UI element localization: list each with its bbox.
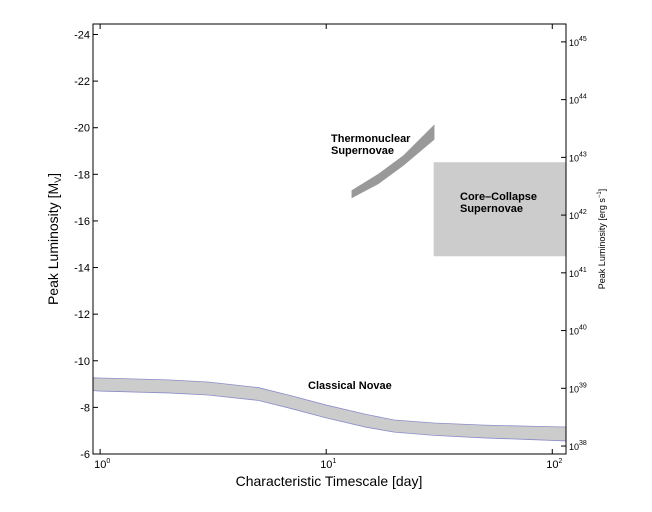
y-tick-label: -16 (74, 216, 90, 228)
y-tick-label: -18 (74, 169, 90, 181)
y2-axis-label-text: Peak Luminosity [erg s (597, 198, 607, 290)
y2-tick-base: 10 (569, 96, 579, 106)
y2-tick-exp: 42 (579, 209, 587, 216)
y2-axis-label-end: ] (597, 189, 607, 192)
y2-tick-label: 1045 (569, 36, 587, 48)
y2-tick-base: 10 (569, 38, 579, 48)
x-tick-label: 100 (94, 458, 110, 471)
y-tick-label: -14 (74, 263, 90, 275)
y2-tick-label: 1038 (569, 440, 587, 452)
y2-axis-label: Peak Luminosity [erg s−1] (597, 189, 607, 289)
y2-tick-label: 1041 (569, 267, 587, 279)
y-tick-label: -6 (80, 449, 90, 461)
x-tick-label: 102 (546, 458, 562, 471)
plot-area (93, 124, 566, 442)
x-tick-base: 10 (320, 459, 332, 471)
y2-tick-exp: 43 (579, 151, 587, 158)
y-tick-label: -24 (74, 29, 90, 41)
x-tick-base: 10 (546, 459, 558, 471)
y2-axis-label-sup: −1 (597, 191, 603, 199)
band (93, 377, 566, 442)
band (351, 124, 435, 199)
plot-frame (92, 23, 567, 455)
x-tick-exp: 0 (106, 458, 110, 465)
annotation: Supernovae (331, 145, 394, 157)
y2-tick-base: 10 (569, 211, 579, 221)
y2-tick-label: 1040 (569, 325, 587, 337)
y-axis-label-end: ] (45, 173, 61, 177)
annotation: Core–Collapse (460, 191, 537, 203)
y2-tick-exp: 38 (579, 440, 587, 447)
y-tick-label: -22 (74, 76, 90, 88)
y-tick-label: -8 (80, 402, 90, 414)
y2-tick-exp: 45 (579, 36, 587, 43)
y-axis-label-text: Peak Luminosity [M (45, 183, 61, 305)
x-axis-label: Characteristic Timescale [day] (236, 473, 423, 489)
y2-tick-label: 1043 (569, 151, 587, 163)
y2-tick-exp: 41 (579, 267, 587, 274)
annotation: Classical Novae (308, 380, 392, 392)
y-tick-label: -10 (74, 356, 90, 368)
y2-tick-exp: 44 (579, 94, 587, 101)
x-tick-label: 101 (320, 458, 336, 471)
y2-tick-label: 1042 (569, 209, 587, 221)
y2-tick-exp: 39 (579, 382, 587, 389)
y-axis-label-sub: V (53, 177, 63, 183)
y2-tick-base: 10 (569, 153, 579, 163)
x-tick-exp: 1 (332, 458, 336, 465)
y2-tick-base: 10 (569, 269, 579, 279)
y2-tick-exp: 40 (579, 325, 587, 332)
annotation: Thermonuclear (331, 133, 411, 145)
y2-tick-label: 1044 (569, 94, 587, 106)
y-tick-label: -12 (74, 309, 90, 321)
x-tick-exp: 2 (559, 458, 563, 465)
y2-tick-base: 10 (569, 442, 579, 452)
y-tick-label: -20 (74, 123, 90, 135)
y2-tick-base: 10 (569, 384, 579, 394)
annotation: Supernovae (460, 203, 523, 215)
y2-tick-base: 10 (569, 327, 579, 337)
band (433, 162, 566, 257)
y-axis-label: Peak Luminosity [MV] (45, 173, 63, 305)
y2-tick-label: 1039 (569, 382, 587, 394)
x-tick-base: 10 (94, 459, 106, 471)
